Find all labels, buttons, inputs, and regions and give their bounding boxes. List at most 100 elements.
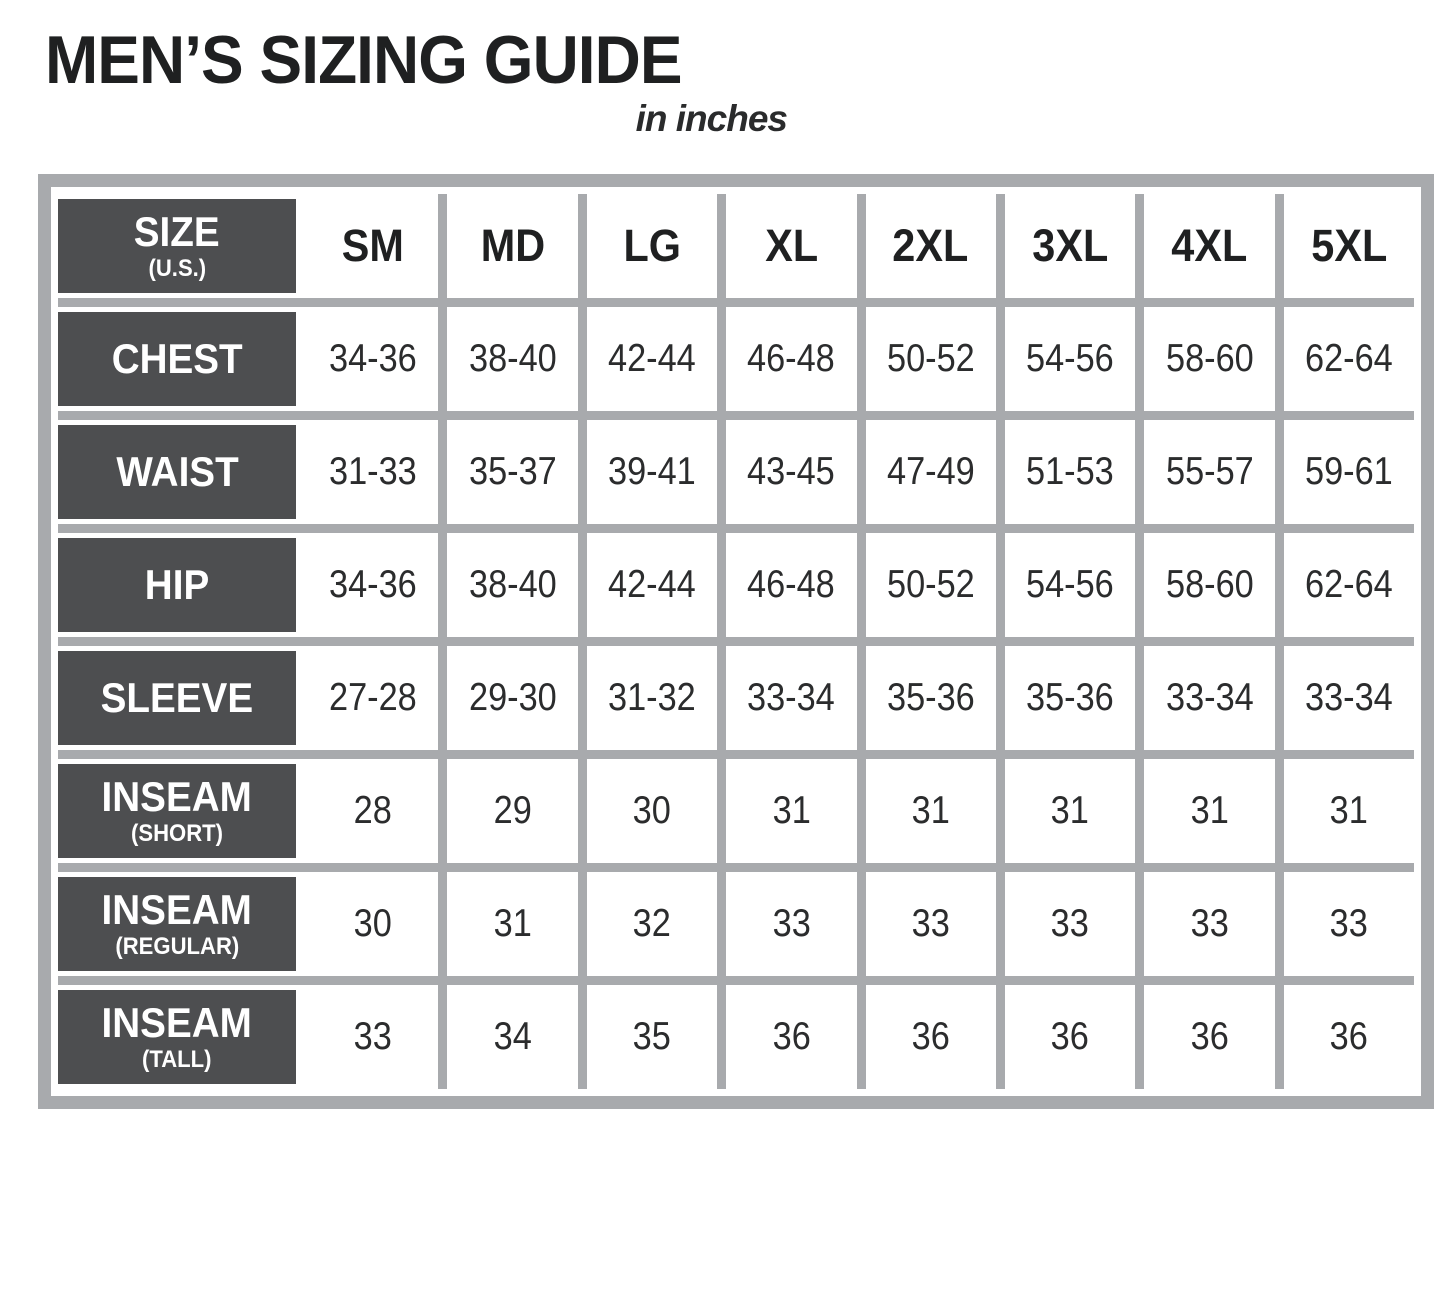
value-cell: 31: [856, 759, 996, 863]
value-text: 39-41: [608, 450, 696, 493]
value-cell: 35: [577, 985, 717, 1089]
value-text: 34-36: [329, 337, 418, 380]
value-cell: 62-64: [1274, 307, 1414, 411]
row-label-block: SLEEVE: [58, 651, 296, 745]
value-text: 36: [1329, 1015, 1368, 1058]
value-cell: 51-53: [995, 420, 1135, 524]
value-text: 33: [1329, 902, 1368, 945]
value-cell: 33: [308, 985, 438, 1089]
value-cell: 34-36: [308, 533, 438, 637]
row-label-cell: INSEAM (TALL): [58, 985, 308, 1089]
value-cell: 31: [717, 759, 856, 863]
value-text: 29-30: [468, 676, 557, 719]
value-text: 46-48: [747, 337, 836, 380]
value-cell: 36: [717, 985, 856, 1089]
row-sublabel: (REGULAR): [115, 933, 239, 960]
value-cell: 33-34: [717, 646, 856, 750]
row-label-cell: INSEAM (REGULAR): [58, 872, 308, 976]
row-label-block: WAIST: [58, 425, 296, 519]
value-text: 51-53: [1026, 450, 1114, 493]
value-text: 31-32: [608, 676, 696, 719]
row-divider: [58, 411, 1414, 420]
table-row: SLEEVE 27-28 29-30 31-32 33-34 35-36 35-…: [58, 646, 1414, 750]
value-cell: 43-45: [717, 420, 856, 524]
size-header-cell: 4XL: [1135, 194, 1274, 298]
value-cell: 30: [308, 872, 438, 976]
value-text: 36: [911, 1015, 950, 1058]
value-text: 31: [772, 789, 811, 832]
row-divider: [58, 863, 1414, 872]
value-cell: 47-49: [856, 420, 996, 524]
row-label: CHEST: [111, 335, 243, 382]
value-cell: 38-40: [438, 307, 577, 411]
value-cell: 29-30: [438, 646, 577, 750]
value-text: 58-60: [1165, 563, 1254, 606]
value-cell: 36: [856, 985, 996, 1089]
value-text: 59-61: [1304, 450, 1393, 493]
value-text: 33-34: [1304, 676, 1393, 719]
value-text: 47-49: [886, 450, 975, 493]
value-cell: 33-34: [1135, 646, 1274, 750]
value-text: 33: [354, 1015, 393, 1058]
row-label-cell: HIP: [58, 533, 308, 637]
row-label-block: INSEAM (TALL): [58, 990, 296, 1084]
value-text: 35-36: [886, 676, 975, 719]
header-row: SIZE (U.S.) SM MD LG XL 2XL 3XL 4XL 5XL: [58, 194, 1414, 298]
table-row: INSEAM (TALL) 33 34 35 36 36 36 36 36: [58, 985, 1414, 1089]
value-text: 62-64: [1304, 563, 1393, 606]
size-header-label: SM: [342, 220, 405, 271]
header-label: SIZE: [134, 208, 220, 255]
value-cell: 42-44: [577, 533, 717, 637]
value-text: 43-45: [747, 450, 836, 493]
value-cell: 31-32: [577, 646, 717, 750]
value-text: 27-28: [329, 676, 418, 719]
value-text: 36: [1050, 1015, 1090, 1058]
row-label: HIP: [144, 561, 210, 608]
value-cell: 31-33: [308, 420, 438, 524]
value-cell: 50-52: [856, 533, 996, 637]
row-sublabel: (SHORT): [130, 820, 223, 847]
value-cell: 27-28: [308, 646, 438, 750]
size-header-label: XL: [764, 220, 818, 271]
page-subtitle: in inches: [635, 98, 788, 139]
table-row: HIP 34-36 38-40 42-44 46-48 50-52 54-56 …: [58, 533, 1414, 637]
row-label: WAIST: [115, 448, 239, 495]
value-text: 31: [493, 902, 532, 945]
size-header-cell: MD: [438, 194, 577, 298]
value-cell: 33: [995, 872, 1135, 976]
row-label-cell: SLEEVE: [58, 646, 308, 750]
row-divider: [58, 298, 1414, 307]
value-cell: 35-36: [856, 646, 996, 750]
value-text: 31: [1190, 789, 1229, 832]
row-divider: [58, 750, 1414, 759]
value-text: 50-52: [886, 563, 975, 606]
row-label-cell: WAIST: [58, 420, 308, 524]
value-cell: 35-37: [438, 420, 577, 524]
value-cell: 46-48: [717, 533, 856, 637]
row-label-block: INSEAM (REGULAR): [58, 877, 296, 971]
value-cell: 34: [438, 985, 577, 1089]
size-header-cell: 5XL: [1274, 194, 1414, 298]
sizing-table: SIZE (U.S.) SM MD LG XL 2XL 3XL 4XL 5XL: [58, 194, 1414, 1089]
value-text: 42-44: [608, 337, 696, 380]
value-cell: 58-60: [1135, 307, 1274, 411]
value-text: 30: [354, 902, 393, 945]
value-text: 50-52: [886, 337, 975, 380]
value-text: 31: [911, 789, 950, 832]
value-cell: 35-36: [995, 646, 1135, 750]
size-header-label: 5XL: [1310, 220, 1387, 271]
value-text: 35-37: [468, 450, 557, 493]
size-header-cell: SM: [308, 194, 438, 298]
value-cell: 39-41: [577, 420, 717, 524]
row-label-block: HIP: [58, 538, 296, 632]
value-cell: 30: [577, 759, 717, 863]
value-cell: 31: [1135, 759, 1274, 863]
value-text: 35-36: [1026, 676, 1114, 719]
value-cell: 42-44: [577, 307, 717, 411]
row-label-cell: CHEST: [58, 307, 308, 411]
value-text: 30: [632, 789, 672, 832]
value-text: 55-57: [1165, 450, 1254, 493]
value-text: 34: [493, 1015, 532, 1058]
row-divider: [58, 976, 1414, 985]
size-header-label: 2XL: [892, 220, 969, 271]
